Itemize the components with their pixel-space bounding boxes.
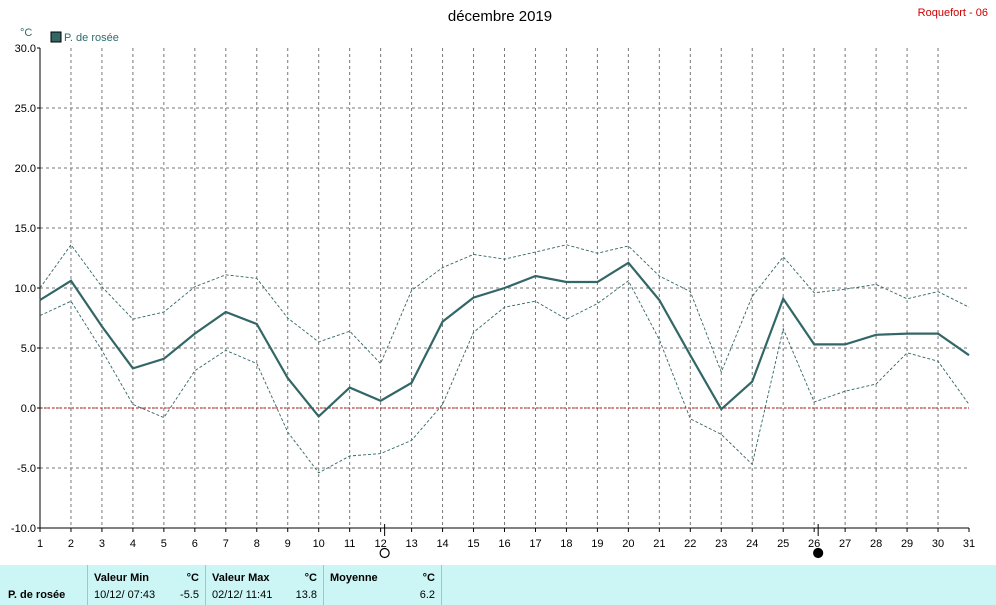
dew-point-max-line bbox=[39, 244, 970, 374]
x-tick-label: 2 bbox=[68, 538, 74, 550]
x-tick-label: 8 bbox=[254, 538, 260, 550]
dew-point-mean-line bbox=[39, 261, 970, 419]
x-tick-label: 10 bbox=[313, 538, 325, 550]
x-tick-label: 23 bbox=[715, 538, 727, 550]
x-tick-label: 19 bbox=[591, 538, 603, 550]
stats-avg-value: 6.2 bbox=[419, 589, 435, 601]
stats-min-cell: Valeur Min °C 10/12/ 07:43 -5.5 bbox=[88, 565, 206, 605]
legend-label: P. de rosée bbox=[64, 32, 119, 44]
y-tick-label: 0.0 bbox=[21, 403, 36, 415]
new-moon-icon bbox=[813, 547, 824, 559]
x-tick-label: 29 bbox=[901, 538, 913, 550]
dew-point-min-line bbox=[39, 280, 970, 474]
y-tick-label: 20.0 bbox=[15, 163, 36, 175]
stats-max-unit: °C bbox=[304, 572, 317, 584]
x-tick-label: 27 bbox=[839, 538, 851, 550]
y-tick-label: 25.0 bbox=[15, 103, 36, 115]
x-tick-label: 17 bbox=[529, 538, 541, 550]
stats-min-label: Valeur Min bbox=[94, 572, 150, 584]
stats-empty-cell bbox=[442, 565, 996, 605]
legend: P. de rosée bbox=[50, 31, 119, 44]
dew-point-chart: décembre 2019 Roquefort - 06 °C -10.0 -5.… bbox=[11, 7, 988, 559]
axes bbox=[37, 47, 970, 532]
x-tick-label: 24 bbox=[746, 538, 758, 550]
grid bbox=[40, 48, 969, 528]
moon-phases bbox=[379, 524, 824, 559]
x-tick-label: 18 bbox=[560, 538, 572, 550]
stats-avg-cell: Moyenne °C 6.2 bbox=[324, 565, 442, 605]
y-tick-label: -10.0 bbox=[11, 523, 36, 535]
stats-max-value: 13.8 bbox=[295, 589, 317, 601]
x-tick-label: 22 bbox=[684, 538, 696, 550]
stats-series-cell: P. de rosée bbox=[0, 565, 88, 605]
stats-avg-label: Moyenne bbox=[330, 572, 378, 584]
x-tick-label: 25 bbox=[777, 538, 789, 550]
tick-labels: -10.0-5.00.05.010.015.020.025.030.01 2 3 4 5… bbox=[11, 43, 975, 550]
x-tick-label: 20 bbox=[622, 538, 634, 550]
stats-min-unit: °C bbox=[186, 572, 199, 584]
stats-series-name: P. de rosée bbox=[8, 589, 66, 601]
x-tick-label: 30 bbox=[932, 538, 944, 550]
x-tick-label: 1 bbox=[37, 538, 43, 550]
chart-title: décembre 2019 bbox=[448, 8, 552, 25]
x-tick-label: 4 bbox=[130, 538, 136, 550]
x-tick-label: 5 bbox=[161, 538, 167, 550]
x-tick-label: 11 bbox=[344, 538, 355, 550]
x-tick-label: 15 bbox=[467, 538, 479, 550]
legend-swatch bbox=[50, 31, 62, 43]
stats-max-cell: Valeur Max °C 02/12/ 11:41 13.8 bbox=[206, 565, 324, 605]
x-tick-label: 21 bbox=[653, 538, 665, 550]
x-tick-label: 6 bbox=[192, 538, 198, 550]
x-tick-label: 31 bbox=[963, 538, 975, 550]
stats-max-when: 02/12/ 11:41 bbox=[212, 589, 273, 601]
y-tick-label: 30.0 bbox=[15, 43, 36, 55]
station-name: Roquefort - 06 bbox=[918, 7, 988, 19]
stats-avg-unit: °C bbox=[422, 572, 435, 584]
stats-max-label: Valeur Max bbox=[212, 572, 270, 584]
stats-panel: P. de rosée Valeur Min °C 10/12/ 07:43 -… bbox=[0, 565, 996, 605]
y-tick-label: 5.0 bbox=[21, 343, 36, 355]
y-tick-label: 10.0 bbox=[15, 283, 36, 295]
x-tick-label: 26 bbox=[808, 538, 820, 550]
x-tick-label: 28 bbox=[870, 538, 882, 550]
y-axis-unit: °C bbox=[20, 27, 32, 39]
x-tick-label: 13 bbox=[405, 538, 417, 550]
x-tick-label: 16 bbox=[498, 538, 510, 550]
full-moon-icon bbox=[379, 547, 390, 559]
x-tick-label: 12 bbox=[375, 538, 387, 550]
x-tick-label: 3 bbox=[99, 538, 105, 550]
y-tick-label: -5.0 bbox=[17, 463, 36, 475]
stats-min-when: 10/12/ 07:43 bbox=[94, 589, 156, 601]
series-lines bbox=[39, 244, 970, 474]
y-tick-label: 15.0 bbox=[15, 223, 36, 235]
x-tick-label: 14 bbox=[436, 538, 448, 550]
stats-min-value: -5.5 bbox=[180, 589, 199, 601]
x-tick-label: 7 bbox=[223, 538, 229, 550]
x-tick-label: 9 bbox=[285, 538, 291, 550]
